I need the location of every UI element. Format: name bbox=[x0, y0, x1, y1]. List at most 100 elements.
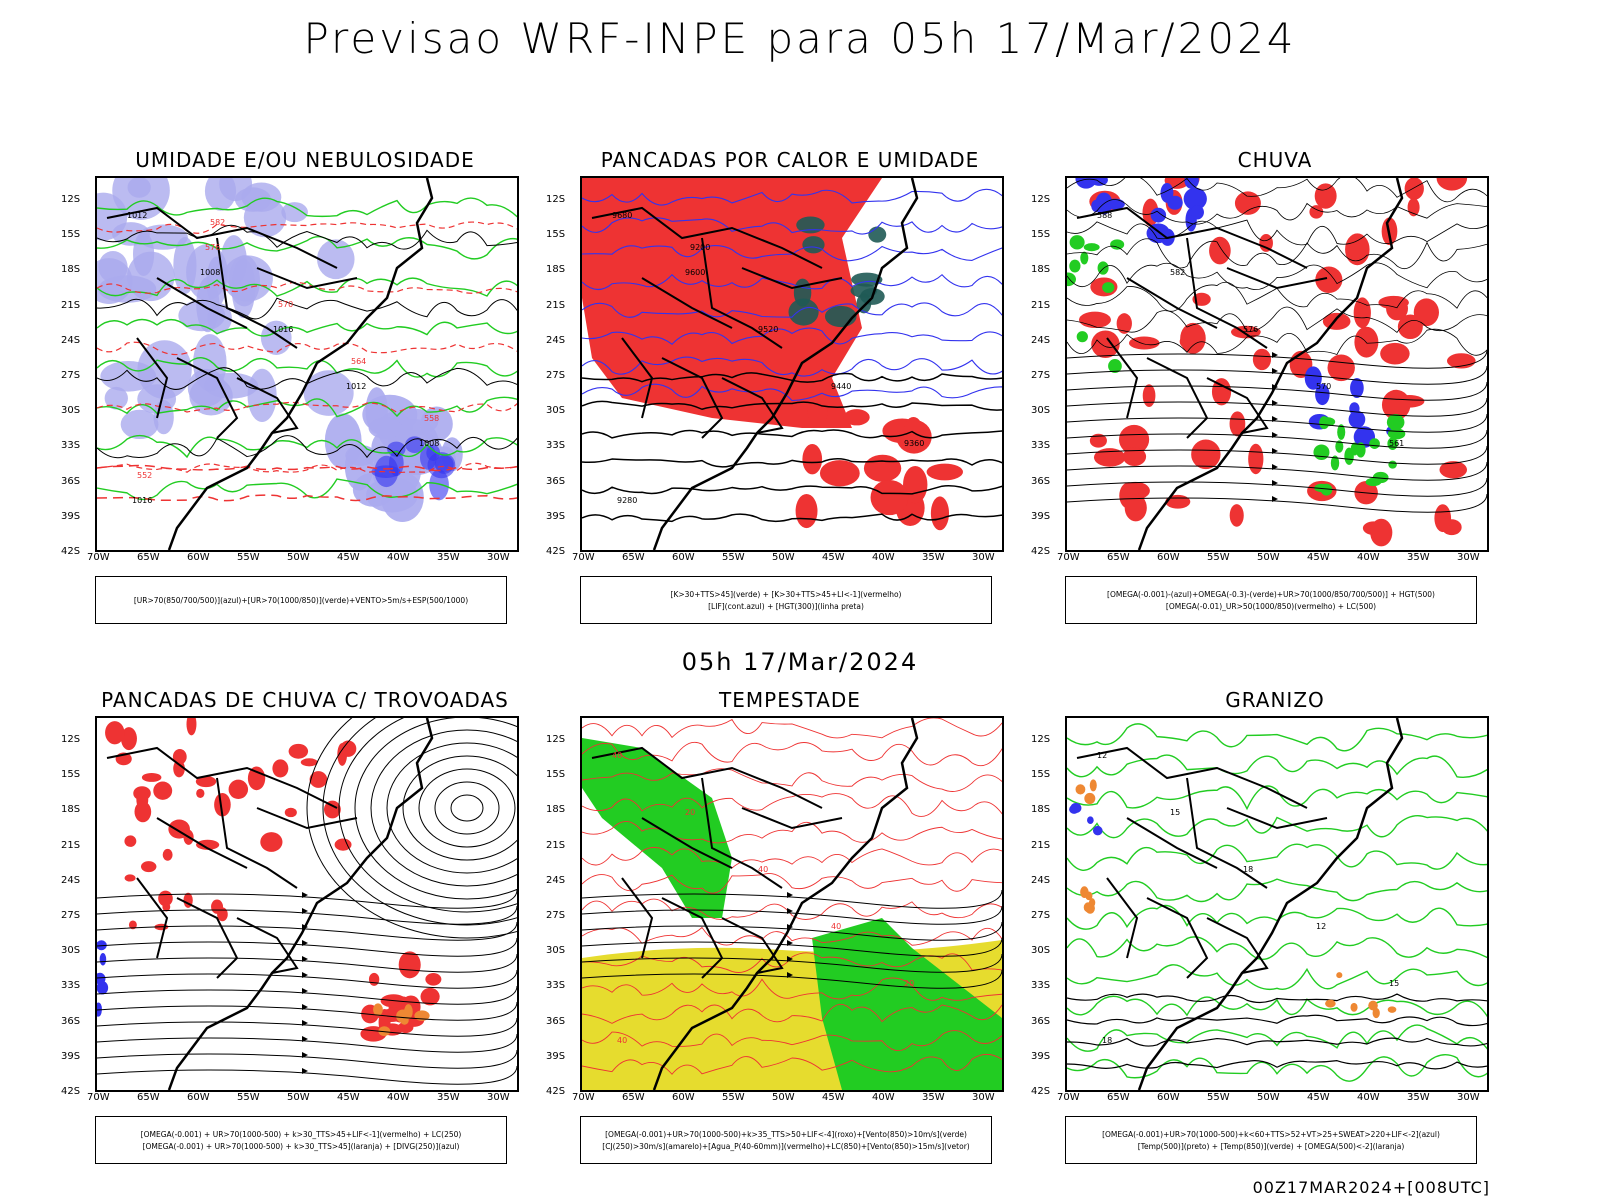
shaded-area bbox=[124, 874, 136, 882]
contour-line bbox=[582, 1053, 1002, 1075]
lat-tick-label: 30S bbox=[61, 405, 81, 417]
contour-label: 1012 bbox=[346, 382, 366, 391]
lat-tick-label: 42S bbox=[546, 546, 566, 557]
lat-tick-label: 21S bbox=[1031, 299, 1051, 311]
shaded-area bbox=[373, 1003, 383, 1016]
streamline-arrow bbox=[1272, 496, 1278, 502]
shaded-area bbox=[196, 839, 220, 850]
shaded-area bbox=[1091, 330, 1120, 359]
lat-tick-label: 21S bbox=[1031, 839, 1051, 851]
shaded-area bbox=[1252, 348, 1272, 371]
lon-tick-label: 70W bbox=[1057, 552, 1080, 563]
lat-tick-label: 27S bbox=[546, 910, 566, 921]
lon-tick-label: 45W bbox=[337, 1092, 360, 1103]
lat-tick-label: 42S bbox=[61, 1086, 81, 1097]
shaded-area bbox=[288, 743, 309, 759]
contour-label: 40 bbox=[831, 922, 841, 931]
map-canvas: 1012 1008 1016 1012 1008 1016 576 570 564 558 552 5… bbox=[97, 178, 517, 550]
shaded-area bbox=[99, 953, 107, 966]
streamline bbox=[1067, 461, 1487, 481]
shaded-area bbox=[1150, 207, 1167, 223]
shaded-area bbox=[802, 236, 825, 254]
shaded-area bbox=[1184, 178, 1199, 189]
streamline bbox=[97, 905, 517, 925]
shaded-area bbox=[104, 386, 128, 410]
map-canvas: 40 20 40 40 20 40 bbox=[582, 718, 1002, 1090]
lon-tick-label: 30W bbox=[1457, 1092, 1480, 1103]
shaded-area bbox=[162, 848, 173, 861]
mid-subtitle: 05h 17/Mar/2024 bbox=[681, 648, 919, 676]
shaded-area bbox=[128, 920, 137, 930]
shaded-area bbox=[1102, 282, 1115, 293]
shaded-area bbox=[260, 832, 283, 852]
streamline-arrow bbox=[787, 956, 793, 962]
shaded-area bbox=[870, 479, 909, 516]
contour-label: 582 bbox=[1170, 268, 1185, 277]
contour-line bbox=[1067, 936, 1487, 960]
lat-tick-label: 30S bbox=[546, 405, 566, 417]
lon-tick-label: 40W bbox=[387, 1092, 410, 1103]
contour-line bbox=[1067, 219, 1487, 246]
shaded-area bbox=[186, 718, 197, 736]
streamline bbox=[97, 1001, 517, 1021]
contour-label: 1016 bbox=[132, 496, 152, 505]
shaded-area bbox=[1314, 183, 1337, 209]
shaded-area bbox=[204, 178, 237, 211]
streamline-ring bbox=[402, 755, 517, 861]
country-borders bbox=[591, 746, 843, 979]
streamline-ring bbox=[386, 742, 517, 874]
shaded-area bbox=[1076, 331, 1088, 343]
streamline bbox=[97, 889, 517, 909]
shaded-area bbox=[140, 861, 157, 873]
contour-line bbox=[97, 197, 517, 218]
streamline bbox=[1067, 477, 1487, 497]
contour-label: 576 bbox=[205, 243, 220, 252]
streamline-arrow bbox=[1272, 464, 1278, 470]
shaded-area bbox=[1089, 779, 1097, 792]
lon-tick-label: 60W bbox=[672, 1092, 695, 1103]
lon-tick-label: 55W bbox=[1207, 1092, 1230, 1103]
shaded-area bbox=[228, 779, 249, 800]
lon-tick-label: 35W bbox=[922, 1092, 945, 1103]
contour-line bbox=[582, 513, 1002, 523]
map-panel: CHUVA 12S 15S 18S 21S 24S 27S 30S 33S 36S 39S 42S 70… bbox=[1025, 148, 1525, 628]
lat-tick-label: 36S bbox=[546, 1015, 566, 1027]
shaded-area bbox=[317, 239, 355, 280]
streamline-ring bbox=[354, 718, 517, 900]
map-canvas bbox=[97, 718, 517, 1090]
lon-tick-label: 50W bbox=[772, 1092, 795, 1103]
lon-tick-label: 70W bbox=[1057, 1092, 1080, 1103]
lat-tick-label: 18S bbox=[61, 264, 81, 276]
contour-line bbox=[582, 217, 1002, 235]
contour-label: 1008 bbox=[419, 439, 439, 448]
streamline bbox=[97, 1065, 517, 1085]
shaded-area bbox=[1093, 448, 1126, 467]
shaded-area bbox=[926, 463, 963, 481]
streamline-arrow bbox=[1272, 448, 1278, 454]
shaded-area bbox=[98, 250, 128, 283]
coastline bbox=[167, 718, 434, 1090]
contour-line bbox=[1067, 1059, 1487, 1070]
contour-line bbox=[97, 341, 517, 356]
shaded-area bbox=[404, 1004, 413, 1020]
shaded-area bbox=[1229, 411, 1246, 437]
lat-tick-label: 33S bbox=[1031, 440, 1051, 452]
shaded-area bbox=[1075, 784, 1086, 795]
lat-tick-label: 21S bbox=[546, 839, 566, 851]
panel-title: UMIDADE E/OU NEBULOSIDADE bbox=[135, 148, 475, 172]
lat-tick-label: 42S bbox=[1031, 1086, 1051, 1097]
streamline-arrow bbox=[302, 988, 308, 994]
streamline-arrow bbox=[1272, 400, 1278, 406]
streamline bbox=[582, 905, 1002, 925]
shaded-area bbox=[337, 743, 348, 766]
legend-line: [CJ(250)>30m/s](amarelo)+[Agua_P(40-60mm… bbox=[602, 1141, 970, 1151]
shaded-area bbox=[1387, 1006, 1397, 1013]
lon-tick-label: 60W bbox=[1157, 552, 1180, 563]
streamline-arrow bbox=[1272, 432, 1278, 438]
shaded-area bbox=[1386, 296, 1408, 321]
streamline bbox=[97, 1017, 517, 1037]
streamline bbox=[582, 969, 1002, 989]
streamline-ring bbox=[322, 718, 517, 926]
shaded-area bbox=[1248, 443, 1264, 475]
shaded-area bbox=[930, 496, 950, 531]
